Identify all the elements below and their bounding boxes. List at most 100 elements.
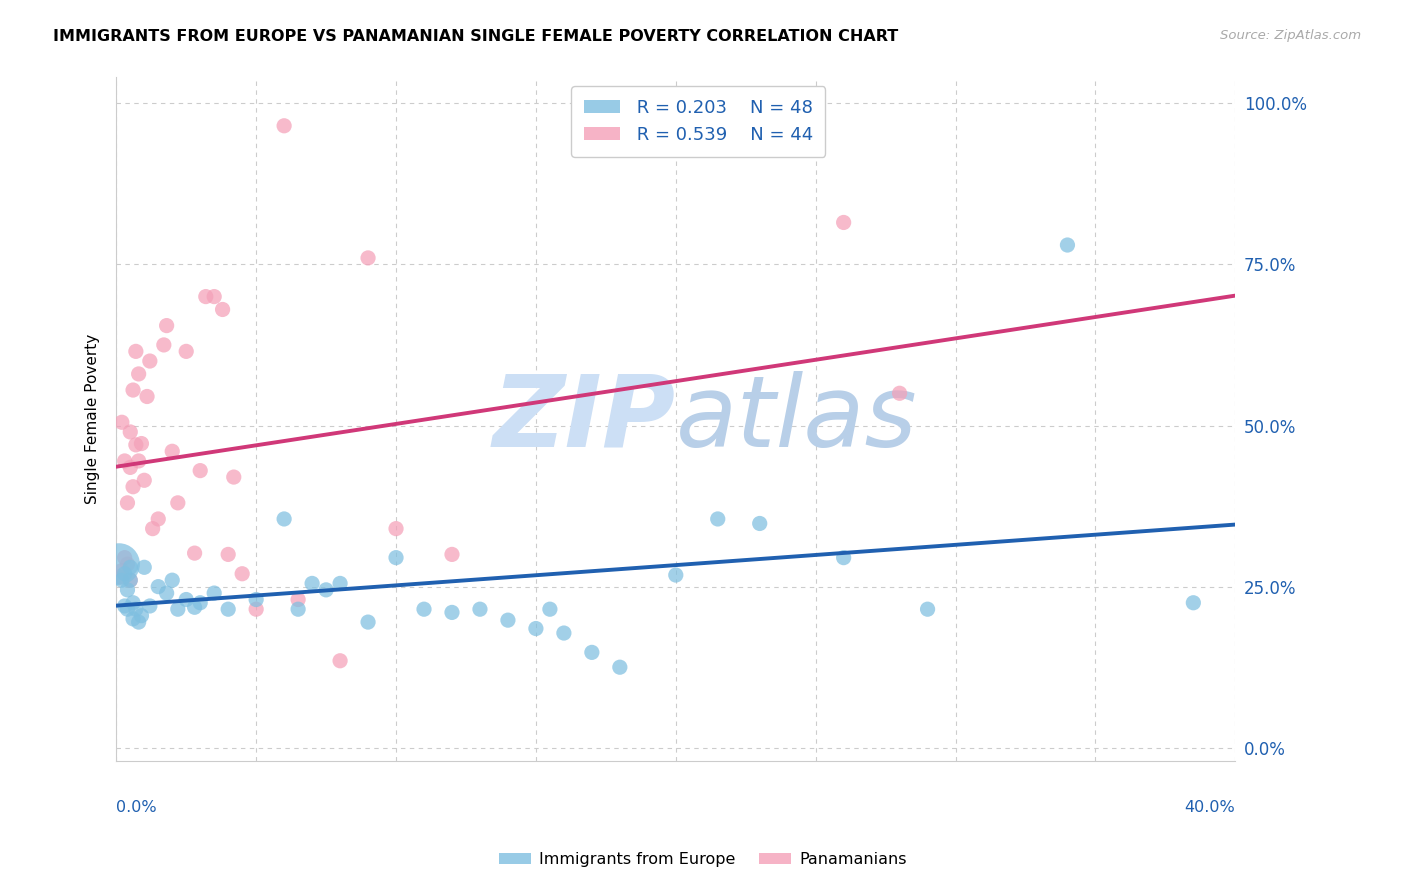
Point bbox=[128, 615, 150, 629]
Text: ZIP: ZIP bbox=[492, 370, 676, 467]
Point bbox=[114, 599, 136, 613]
Point bbox=[148, 512, 170, 526]
Point bbox=[222, 470, 245, 484]
Point bbox=[217, 548, 239, 562]
Point bbox=[125, 602, 148, 616]
Point bbox=[468, 602, 491, 616]
Point bbox=[1056, 238, 1078, 252]
Text: atlas: atlas bbox=[676, 370, 917, 467]
Point bbox=[917, 602, 939, 616]
Point bbox=[174, 592, 197, 607]
Point bbox=[142, 522, 165, 536]
Point bbox=[301, 576, 323, 591]
Point bbox=[748, 516, 770, 531]
Point bbox=[194, 289, 217, 303]
Point bbox=[166, 602, 188, 616]
Point bbox=[183, 600, 205, 615]
Point bbox=[329, 654, 352, 668]
Point bbox=[111, 573, 134, 587]
Point bbox=[114, 550, 136, 565]
Point bbox=[117, 582, 139, 597]
Y-axis label: Single Female Poverty: Single Female Poverty bbox=[86, 334, 100, 504]
Point bbox=[706, 512, 728, 526]
Point bbox=[581, 645, 603, 659]
Point bbox=[131, 608, 153, 623]
Text: IMMIGRANTS FROM EUROPE VS PANAMANIAN SINGLE FEMALE POVERTY CORRELATION CHART: IMMIGRANTS FROM EUROPE VS PANAMANIAN SIN… bbox=[53, 29, 898, 44]
Point bbox=[120, 460, 142, 475]
Point bbox=[120, 573, 142, 587]
Point bbox=[122, 596, 145, 610]
Point bbox=[413, 602, 436, 616]
Point bbox=[134, 473, 156, 487]
Point bbox=[287, 592, 309, 607]
Point bbox=[139, 599, 162, 613]
Point bbox=[553, 626, 575, 640]
Point bbox=[202, 586, 225, 600]
Point bbox=[160, 573, 183, 587]
Point bbox=[174, 344, 197, 359]
Point bbox=[245, 602, 267, 616]
Point bbox=[117, 496, 139, 510]
Point bbox=[122, 480, 145, 494]
Point bbox=[128, 454, 150, 468]
Text: 40.0%: 40.0% bbox=[1185, 799, 1236, 814]
Point bbox=[148, 580, 170, 594]
Point bbox=[122, 383, 145, 397]
Point bbox=[273, 119, 295, 133]
Point bbox=[245, 592, 267, 607]
Point bbox=[128, 367, 150, 381]
Point bbox=[156, 586, 179, 600]
Point bbox=[117, 602, 139, 616]
Point bbox=[329, 576, 352, 591]
Point bbox=[111, 564, 134, 578]
Point bbox=[832, 215, 855, 229]
Point bbox=[166, 496, 188, 510]
Point bbox=[202, 289, 225, 303]
Point bbox=[108, 557, 131, 571]
Point bbox=[832, 550, 855, 565]
Point bbox=[153, 338, 176, 352]
Point bbox=[665, 568, 688, 582]
Point bbox=[131, 436, 153, 450]
Point bbox=[114, 566, 136, 581]
Point bbox=[188, 596, 211, 610]
Point bbox=[120, 560, 142, 574]
Point bbox=[160, 444, 183, 458]
Point bbox=[287, 602, 309, 616]
Point bbox=[114, 454, 136, 468]
Point bbox=[122, 612, 145, 626]
Point bbox=[125, 344, 148, 359]
Point bbox=[385, 550, 408, 565]
Point bbox=[217, 602, 239, 616]
Point bbox=[183, 546, 205, 560]
Point bbox=[111, 415, 134, 429]
Point bbox=[134, 560, 156, 574]
Point bbox=[117, 557, 139, 571]
Point bbox=[524, 622, 547, 636]
Point bbox=[609, 660, 631, 674]
Point bbox=[889, 386, 911, 401]
Point bbox=[1182, 596, 1205, 610]
Point bbox=[315, 582, 337, 597]
Point bbox=[120, 573, 142, 587]
Text: 0.0%: 0.0% bbox=[117, 799, 157, 814]
Legend:  R = 0.203    N = 48,  R = 0.539    N = 44: R = 0.203 N = 48, R = 0.539 N = 44 bbox=[571, 87, 825, 157]
Point bbox=[156, 318, 179, 333]
Point bbox=[120, 425, 142, 439]
Text: Source: ZipAtlas.com: Source: ZipAtlas.com bbox=[1220, 29, 1361, 42]
Point bbox=[357, 615, 380, 629]
Point bbox=[231, 566, 253, 581]
Point bbox=[357, 251, 380, 265]
Point bbox=[136, 390, 159, 404]
Point bbox=[273, 512, 295, 526]
Point bbox=[139, 354, 162, 368]
Point bbox=[385, 522, 408, 536]
Legend: Immigrants from Europe, Panamanians: Immigrants from Europe, Panamanians bbox=[492, 846, 914, 873]
Point bbox=[538, 602, 561, 616]
Point bbox=[496, 613, 519, 627]
Point bbox=[125, 438, 148, 452]
Point bbox=[108, 570, 131, 584]
Point bbox=[440, 606, 463, 620]
Point bbox=[211, 302, 233, 317]
Point bbox=[188, 464, 211, 478]
